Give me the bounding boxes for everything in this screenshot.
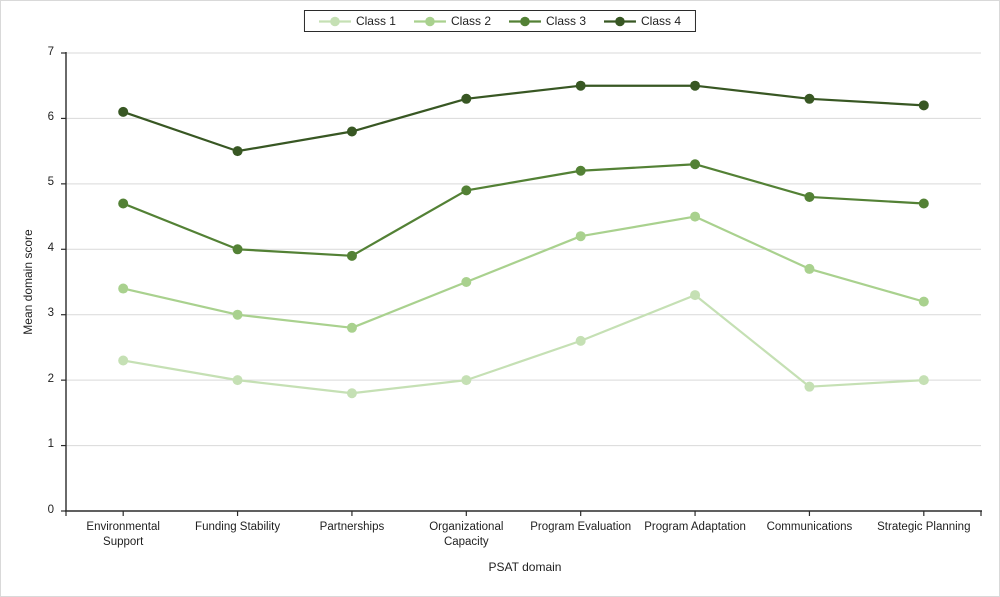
y-tick-label: 3 [47, 307, 54, 320]
data-point-marker [575, 80, 586, 91]
series-line-class-2 [122, 215, 925, 329]
legend-label: Class 3 [546, 14, 587, 28]
category-label: Organizational Capacity [429, 521, 504, 548]
legend-marker-icon [509, 16, 541, 26]
x-axis-title: PSAT domain [488, 560, 562, 574]
y-tick-label: 4 [47, 241, 54, 254]
data-point-marker [346, 388, 357, 399]
legend-item-class-2: Class 2 [413, 14, 491, 28]
data-point-marker [232, 309, 243, 320]
y-tick-label: 7 [47, 45, 54, 58]
data-point-marker [690, 80, 701, 91]
data-point-marker [918, 198, 929, 209]
category-label: Strategic Planning [877, 521, 971, 533]
data-point-marker [461, 93, 472, 104]
data-point-marker [804, 93, 815, 104]
data-point-marker [918, 100, 929, 111]
y-tick-label: 2 [47, 372, 54, 385]
data-point-marker [461, 185, 472, 196]
data-point-marker [575, 165, 586, 176]
category-label: Program Evaluation [530, 521, 632, 533]
y-tick-label: 5 [47, 176, 54, 189]
data-point-marker [346, 322, 357, 333]
y-axis-title: Mean domain score [21, 229, 35, 335]
data-point-marker [804, 263, 815, 274]
category-label: Environmental Support [86, 521, 160, 548]
series-line-class-1 [123, 293, 924, 395]
data-point-marker [461, 375, 472, 386]
legend-label: Class 2 [450, 14, 491, 28]
data-point-marker [575, 335, 586, 346]
data-point-marker [690, 290, 701, 301]
data-point-marker [232, 146, 243, 157]
legend-marker-icon [318, 16, 351, 26]
series-line-class-3 [122, 163, 924, 257]
data-point-marker [118, 198, 129, 209]
data-point-marker [118, 283, 129, 294]
category-label: Communications [766, 521, 853, 533]
data-point-marker [232, 244, 243, 255]
data-point-marker [690, 211, 701, 222]
legend-item-class-1: Class 1 [318, 14, 396, 28]
data-point-marker [118, 106, 129, 117]
data-point-marker [346, 126, 357, 137]
legend-marker-icon [413, 16, 446, 26]
y-tick-label: 0 [47, 503, 54, 516]
legend-item-class-4: Class 4 [604, 14, 681, 28]
data-point-marker [575, 231, 586, 242]
legend-label: Class 4 [641, 14, 682, 28]
data-point-marker [461, 277, 472, 287]
data-point-marker [804, 191, 815, 202]
data-point-marker [118, 355, 129, 366]
data-point-marker [918, 375, 929, 386]
data-point-marker [690, 159, 701, 170]
y-tick-label: 1 [47, 438, 54, 451]
data-point-marker [346, 250, 357, 261]
category-label: Partnerships [319, 521, 385, 533]
legend-item-class-3: Class 3 [509, 14, 586, 28]
legend-label: Class 1 [355, 14, 396, 28]
data-point-marker [918, 296, 929, 307]
legend-marker-icon [604, 16, 637, 26]
data-point-marker [804, 381, 815, 392]
y-tick-label: 6 [47, 110, 54, 123]
data-point-marker [232, 375, 243, 386]
series-line-class-4 [122, 84, 924, 153]
category-label: Funding Stability [195, 521, 281, 533]
chart-legend: Class 1 Class 2 Class 3 Class 4 [303, 10, 697, 32]
category-label: Program Adaptation [644, 521, 746, 533]
